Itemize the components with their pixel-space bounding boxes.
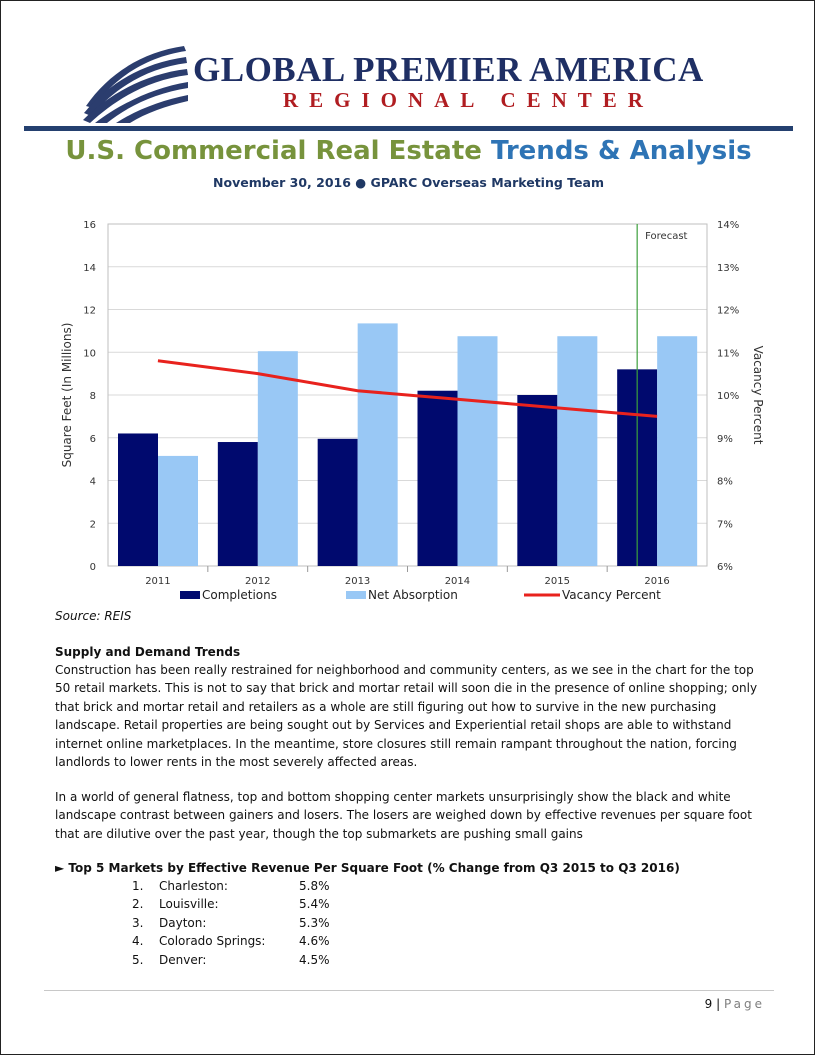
title-part-1: U.S. Commercial Real Estate — [65, 136, 482, 166]
footer-rule — [44, 990, 774, 991]
forecast-annotation: Forecast — [645, 231, 687, 242]
list-item-number: 3. — [132, 915, 144, 930]
chart-source: Source: REIS — [55, 609, 132, 623]
x-tick-label: 2015 — [545, 576, 570, 587]
net-absorption-bar — [457, 336, 498, 566]
list-item-market: Denver: — [159, 952, 207, 967]
y2-tick-label: 7% — [717, 519, 733, 530]
legend-swatch-completions — [180, 591, 200, 599]
y-tick-label: 2 — [90, 519, 96, 530]
supply-paragraph-1: Construction has been really restrained … — [55, 663, 758, 770]
completions-absorption-vacancy-chart: 0 2 4 6 8 10 12 14 16 6% 7% 8% 9% 10% 11% 12% 13% 14% 2011… — [60, 220, 765, 602]
list-item-market: Colorado Springs: — [159, 934, 266, 949]
list-item-value: 5.4% — [299, 897, 330, 912]
list-item-number: 5. — [132, 952, 144, 967]
y2-tick-label: 11% — [717, 348, 739, 359]
list-item-market: Charleston: — [159, 879, 228, 893]
legend-label-net-absorption: Net Absorption — [368, 588, 458, 602]
list-item-market: Louisville: — [159, 897, 219, 912]
page-subtitle: November 30, 2016 ● GPARC Overseas Marke… — [213, 175, 604, 190]
net-absorption-bar — [158, 455, 198, 566]
page-number: 9 — [704, 997, 713, 1011]
y2-axis-title: Vacancy Percent — [751, 346, 765, 445]
y2-tick-label: 6% — [717, 562, 733, 573]
completions-bar — [118, 433, 158, 566]
y-tick-label: 0 — [90, 562, 96, 573]
header-rule — [24, 126, 793, 131]
net-absorption-bar — [657, 336, 698, 566]
y2-tick-label: 13% — [717, 263, 739, 274]
y2-tick-label: 14% — [717, 220, 739, 231]
top5-heading: ► Top 5 Markets by Effective Revenue Per… — [55, 861, 680, 875]
net-absorption-bar — [557, 336, 598, 566]
page-title: U.S. Commercial Real Estate Trends & Ana… — [0, 136, 817, 166]
list-item-value: 5.8% — [299, 879, 330, 893]
legend-swatch-net-absorption — [346, 591, 366, 599]
vacancy-line — [157, 359, 658, 418]
y-tick-label: 10 — [83, 348, 96, 359]
y-tick-label: 12 — [83, 306, 96, 317]
y2-tick-label: 8% — [717, 477, 733, 488]
y-axis-title: Square Feet (In Millions) — [60, 323, 74, 468]
list-item: 1. Charleston: 5.8% — [132, 877, 330, 895]
logo-swoosh-icon — [83, 46, 188, 123]
x-tick-label: 2016 — [644, 576, 669, 587]
y2-tick-label: 10% — [717, 391, 739, 402]
y2-tick-label: 12% — [717, 306, 739, 317]
page-word: Page — [723, 997, 765, 1011]
legend-label-vacancy: Vacancy Percent — [562, 588, 661, 602]
y2-tick-label: 9% — [717, 434, 733, 445]
supply-paragraph-2: In a world of general flatness, top and … — [55, 790, 752, 841]
y-tick-label: 6 — [90, 434, 96, 445]
logo-title: GLOBAL PREMIER AMERICA — [193, 50, 704, 89]
list-item-number: 1. — [132, 879, 144, 893]
net-absorption-bar — [357, 323, 398, 566]
logo-subtitle: REGIONAL CENTER — [283, 88, 654, 112]
completions-bar — [417, 390, 458, 566]
page-footer: 9 | Page — [705, 997, 765, 1011]
list-item-value: 4.6% — [299, 934, 330, 949]
logo: GLOBAL PREMIER AMERICA REGIONAL CENTER — [80, 40, 800, 124]
x-tick-label: 2013 — [345, 576, 370, 587]
y-tick-label: 4 — [90, 477, 96, 488]
legend-label-completions: Completions — [202, 588, 277, 602]
list-item-market: Dayton: — [159, 915, 207, 930]
list-item: 5. Denver: 4.5% — [132, 951, 330, 969]
list-item-number: 4. — [132, 934, 144, 949]
list-item: 3. Dayton: 5.3% — [132, 914, 330, 932]
x-tick-label: 2014 — [445, 576, 470, 587]
title-part-2: Trends & Analysis — [490, 136, 752, 166]
net-absorption-bar — [257, 351, 298, 566]
list-item: 2. Louisville: 5.4% — [132, 895, 330, 913]
x-tick-label: 2011 — [145, 576, 170, 587]
list-item-number: 2. — [132, 897, 144, 912]
top5-list: 1. Charleston: 5.8% 2. Louisville: 5.4% … — [132, 877, 330, 969]
y-tick-label: 16 — [83, 220, 96, 231]
completions-bar — [317, 438, 358, 566]
list-item: 4. Colorado Springs: 4.6% — [132, 932, 330, 950]
supply-demand-heading: Supply and Demand Trends — [55, 645, 241, 659]
list-item-value: 5.3% — [299, 915, 330, 930]
completions-bar — [517, 395, 558, 566]
y-tick-label: 14 — [83, 263, 96, 274]
list-item-value: 4.5% — [299, 952, 330, 967]
x-tick-label: 2012 — [245, 576, 270, 587]
completions-bar — [217, 442, 258, 566]
page-separator: | — [716, 997, 721, 1011]
y-tick-label: 8 — [90, 391, 96, 402]
